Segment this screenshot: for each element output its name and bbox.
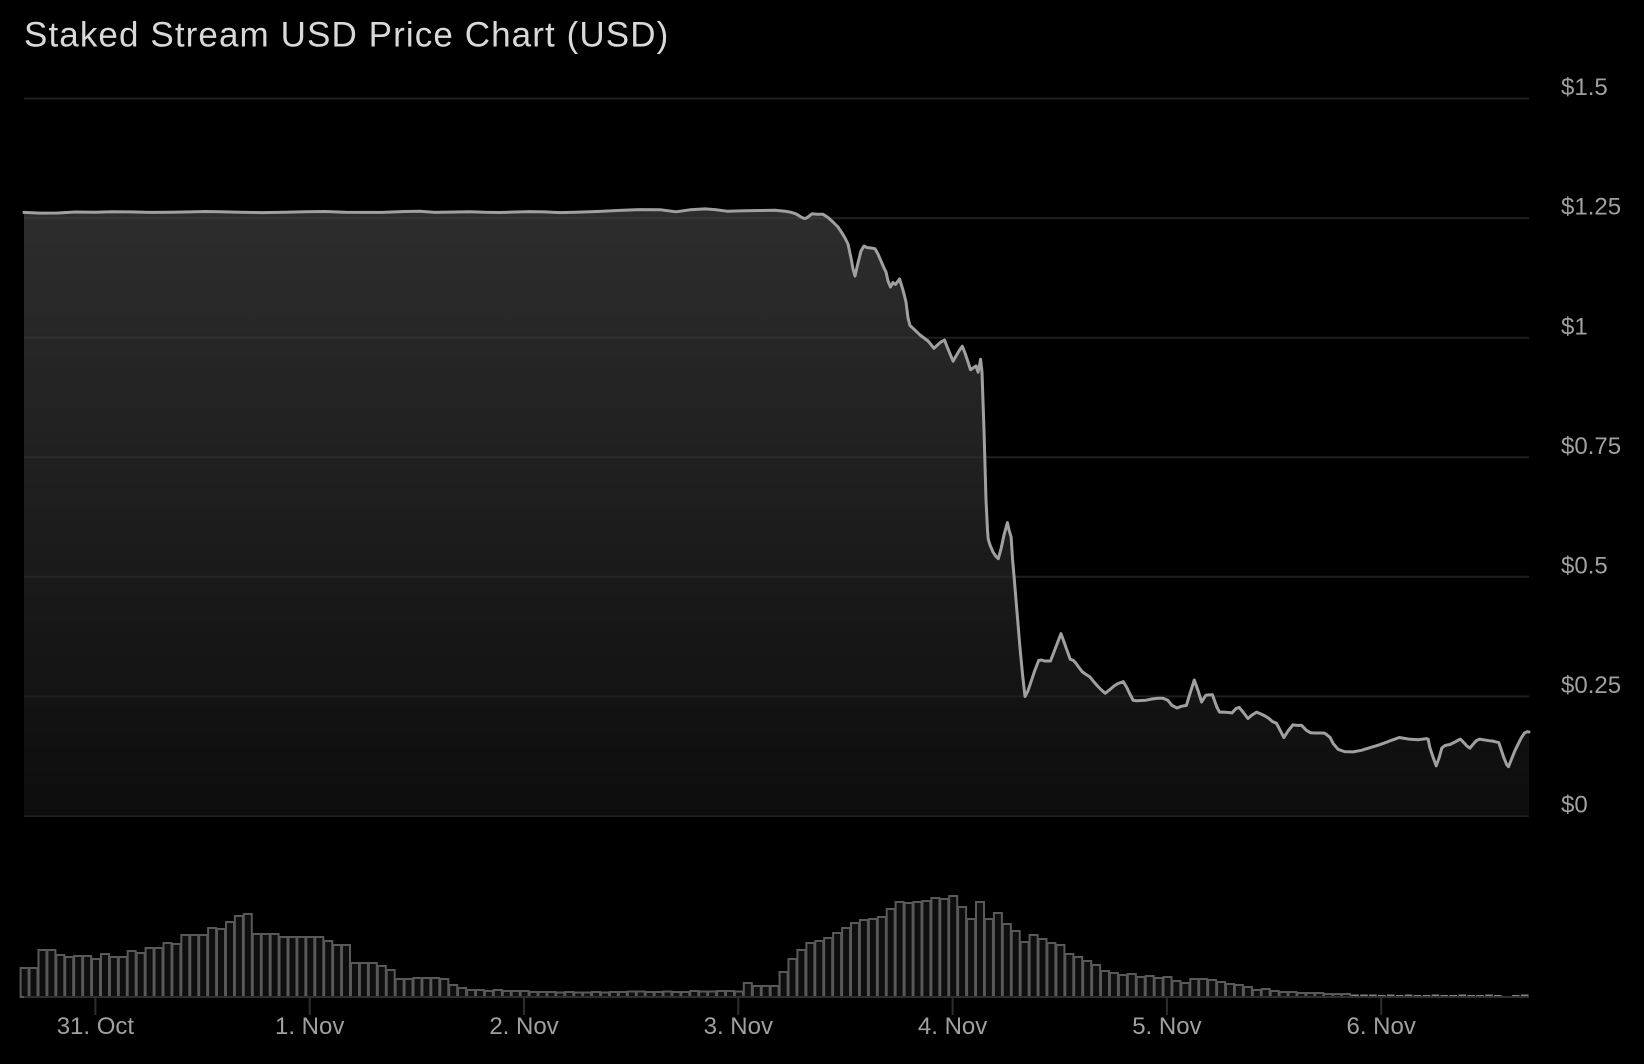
svg-text:$0.5: $0.5: [1561, 552, 1608, 579]
svg-text:$0: $0: [1561, 792, 1588, 819]
svg-text:$0.75: $0.75: [1561, 433, 1621, 460]
svg-text:2. Nov: 2. Nov: [489, 1013, 558, 1040]
svg-text:$1.25: $1.25: [1561, 194, 1621, 221]
svg-text:4. Nov: 4. Nov: [918, 1013, 987, 1040]
svg-text:3. Nov: 3. Nov: [704, 1013, 773, 1040]
svg-text:6. Nov: 6. Nov: [1347, 1013, 1416, 1040]
svg-text:$0.25: $0.25: [1561, 672, 1621, 699]
svg-text:$1.5: $1.5: [1561, 74, 1608, 101]
svg-text:1. Nov: 1. Nov: [275, 1013, 344, 1040]
svg-text:31. Oct: 31. Oct: [57, 1013, 135, 1040]
svg-text:Staked Stream USD Price Chart: Staked Stream USD Price Chart (USD): [24, 16, 669, 55]
svg-text:5. Nov: 5. Nov: [1132, 1013, 1201, 1040]
svg-text:$1: $1: [1561, 313, 1588, 340]
